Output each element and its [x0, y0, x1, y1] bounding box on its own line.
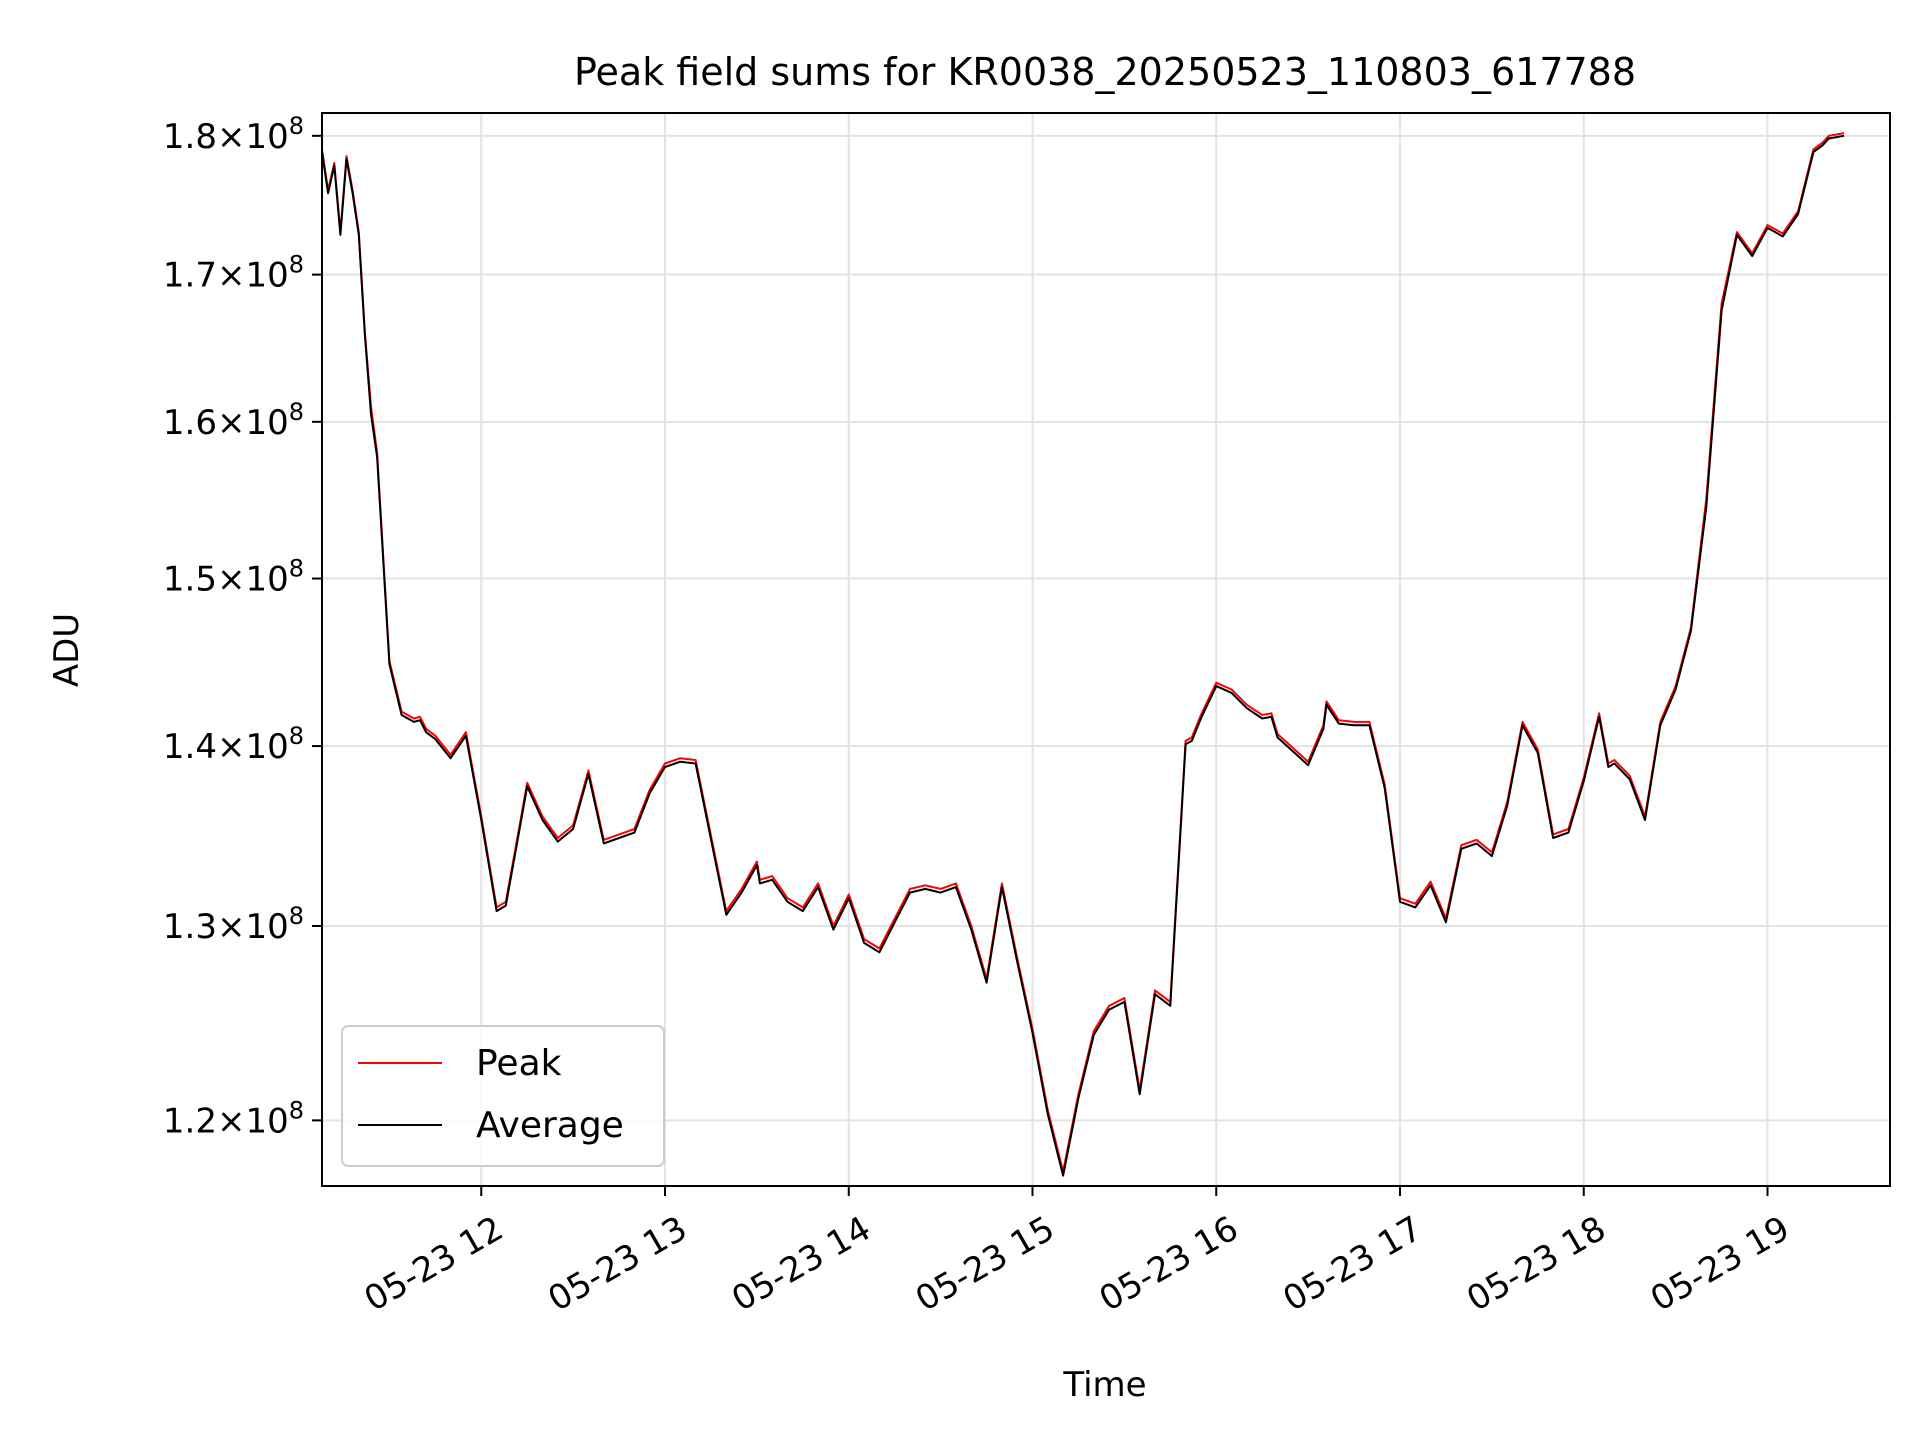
y-tick-times: ×: [217, 560, 246, 600]
y-tick-mantissa: 1.7: [163, 256, 217, 296]
y-tick-label: 1.8×108: [163, 112, 304, 157]
y-tick-base: 10: [245, 403, 288, 443]
legend-label-average: Average: [476, 1105, 624, 1146]
y-tick-label: 1.6×108: [163, 398, 304, 443]
y-tick-label: 1.5×108: [163, 555, 304, 600]
y-tick-times: ×: [217, 907, 246, 947]
y-tick-base: 10: [245, 256, 288, 296]
y-tick-base: 10: [245, 727, 288, 767]
y-tick-base: 10: [245, 907, 288, 947]
legend: Peak Average: [341, 1025, 665, 1167]
y-tick-base: 10: [245, 1101, 288, 1141]
y-tick-mantissa: 1.3: [163, 907, 217, 947]
legend-box: [341, 1025, 665, 1167]
chart-title: Peak field sums for KR0038_20250523_1108…: [574, 50, 1636, 94]
y-tick-mantissa: 1.5: [163, 560, 217, 600]
y-tick-exponent: 8: [289, 251, 304, 279]
y-tick-base: 10: [245, 560, 288, 600]
y-tick-mantissa: 1.6: [163, 403, 217, 443]
y-tick-exponent: 8: [289, 1096, 304, 1124]
y-tick-label: 1.4×108: [163, 722, 304, 767]
plot-area: [321, 112, 1891, 1187]
y-tick-exponent: 8: [289, 722, 304, 750]
y-tick-exponent: 8: [289, 902, 304, 930]
legend-label-peak: Peak: [476, 1043, 562, 1084]
y-axis-label: ADU: [47, 613, 87, 687]
y-tick-times: ×: [217, 117, 246, 157]
y-tick-times: ×: [217, 727, 246, 767]
y-tick-times: ×: [217, 256, 246, 296]
y-tick-label: 1.2×108: [163, 1096, 304, 1141]
y-tick-mantissa: 1.4: [163, 727, 217, 767]
series-line-average: [321, 134, 1845, 1177]
grid-lines: [322, 113, 1890, 1186]
y-tick-label: 1.7×108: [163, 251, 304, 296]
y-tick-mantissa: 1.2: [163, 1101, 217, 1141]
plot-frame: [321, 112, 1891, 1187]
y-tick-times: ×: [217, 403, 246, 443]
y-axis-ticks: 1.2×1081.3×1081.4×1081.5×1081.6×1081.7×1…: [163, 112, 322, 1141]
y-tick-exponent: 8: [289, 555, 304, 583]
y-tick-base: 10: [245, 117, 288, 157]
y-tick-label: 1.3×108: [163, 902, 304, 947]
y-tick-times: ×: [217, 1101, 246, 1141]
y-tick-exponent: 8: [289, 112, 304, 140]
series-lines: [321, 132, 1845, 1177]
x-axis-label: Time: [1062, 1365, 1146, 1405]
y-tick-mantissa: 1.8: [163, 117, 217, 157]
y-tick-exponent: 8: [289, 398, 304, 426]
plot-background: [322, 113, 1890, 1186]
